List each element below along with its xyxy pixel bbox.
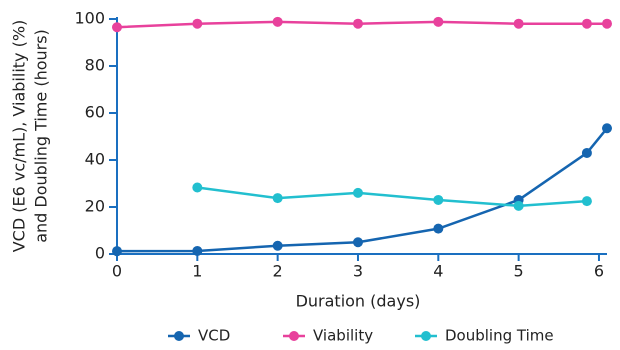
data-point [112,22,122,33]
data-point [352,237,363,248]
x-tick-label: 5 [514,262,524,281]
y-tick-label: 80 [85,56,105,75]
data-point [192,18,203,29]
data-point [272,16,283,27]
x-tick-label: 1 [192,262,202,281]
series-line [116,20,607,29]
legend-label: VCD [198,327,230,345]
data-point [581,196,592,207]
y-tick-label: 40 [85,150,105,169]
data-point [433,194,444,205]
series-line [116,127,608,253]
x-tick-label: 4 [433,262,443,281]
y-tick-label: 100 [74,9,105,28]
data-point [602,123,612,134]
y-tick-label: 60 [85,103,105,122]
data-point [513,200,524,211]
data-point [433,223,444,234]
data-point [602,18,612,29]
data-point [112,246,122,257]
y-axis-label: VCD (E6 vc/mL), Viability (%) [10,20,29,253]
y-tick-label: 20 [85,197,105,216]
series-line [197,186,588,208]
x-tick-label: 3 [353,262,363,281]
legend-marker [289,331,299,341]
x-axis-label: Duration (days) [296,292,421,311]
x-tick-label: 0 [112,262,122,281]
legend-marker [421,331,431,341]
data-point [272,240,283,251]
data-point [352,18,363,29]
legend-marker [174,331,184,341]
y-tick-label: 0 [95,244,105,263]
legend-label: Viability [313,327,373,345]
y-axis-label: and Doubling Time (hours) [32,29,51,243]
legend-label: Doubling Time [445,327,554,345]
data-point [192,245,203,256]
data-point [352,187,363,198]
data-point [581,147,592,158]
data-point [433,16,444,27]
x-tick-label: 6 [594,262,604,281]
data-point [581,18,592,29]
data-point [192,182,203,193]
x-tick-label: 2 [273,262,283,281]
data-point [272,193,283,204]
data-point [513,18,524,29]
